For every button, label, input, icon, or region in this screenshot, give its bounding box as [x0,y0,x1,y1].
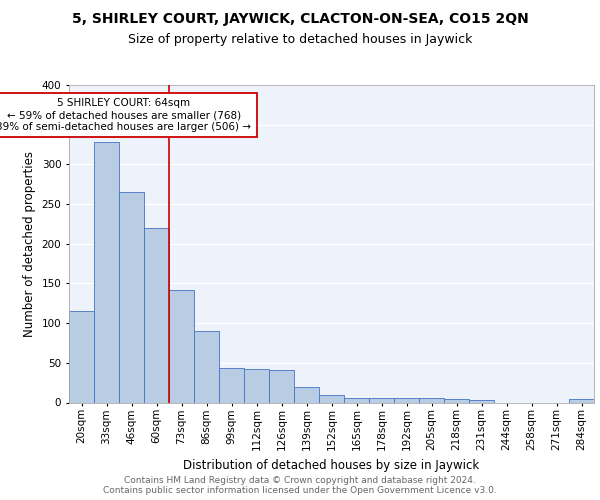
Text: Contains HM Land Registry data © Crown copyright and database right 2024.: Contains HM Land Registry data © Crown c… [124,476,476,485]
Bar [119,192,144,402]
Bar [244,369,269,402]
Bar [369,398,394,402]
Text: 5 SHIRLEY COURT: 64sqm
← 59% of detached houses are smaller (768)
39% of semi-de: 5 SHIRLEY COURT: 64sqm ← 59% of detached… [0,98,251,132]
Bar [569,398,594,402]
Text: Size of property relative to detached houses in Jaywick: Size of property relative to detached ho… [128,32,472,46]
Bar [444,400,469,402]
Bar [344,398,369,402]
Bar [469,400,494,402]
Bar [269,370,294,402]
Bar [219,368,244,402]
Bar [319,396,344,402]
Bar [294,388,319,402]
Text: Contains public sector information licensed under the Open Government Licence v3: Contains public sector information licen… [103,486,497,495]
Bar [194,331,219,402]
X-axis label: Distribution of detached houses by size in Jaywick: Distribution of detached houses by size … [184,458,479,471]
Y-axis label: Number of detached properties: Number of detached properties [23,151,36,337]
Bar [394,398,419,402]
Bar [94,142,119,403]
Bar [169,290,194,403]
Bar [69,311,94,402]
Bar [144,228,169,402]
Text: 5, SHIRLEY COURT, JAYWICK, CLACTON-ON-SEA, CO15 2QN: 5, SHIRLEY COURT, JAYWICK, CLACTON-ON-SE… [71,12,529,26]
Bar [419,398,444,402]
